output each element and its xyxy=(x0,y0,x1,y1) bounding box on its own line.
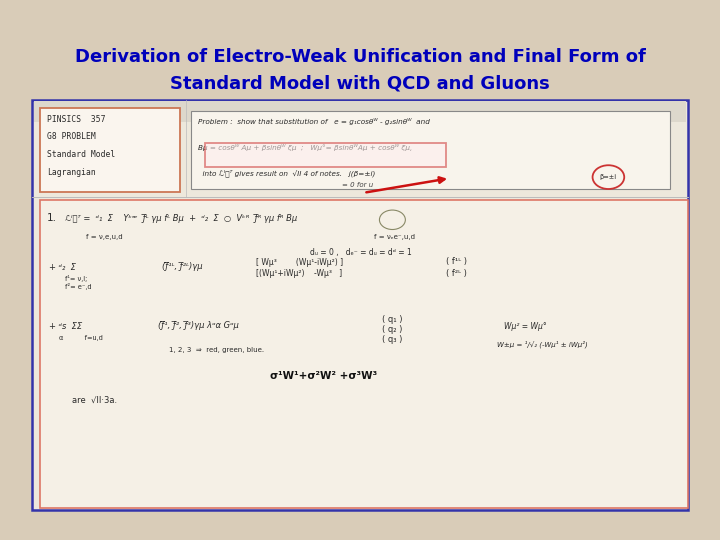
Text: [ Wμ³        (Wμ¹-iWμ²) ]: [ Wμ³ (Wμ¹-iWμ²) ] xyxy=(256,258,343,267)
Text: W±μ = ¹/√₂ (-Wμ¹ ± iWμ²): W±μ = ¹/√₂ (-Wμ¹ ± iWμ²) xyxy=(497,341,588,348)
Bar xyxy=(40,200,688,508)
Text: f = νₑe⁻,u,d: f = νₑe⁻,u,d xyxy=(374,234,415,240)
Text: [(Wμ¹+iWμ²)    -Wμ³   ]: [(Wμ¹+iWμ²) -Wμ³ ] xyxy=(256,269,342,279)
Bar xyxy=(205,143,446,167)
Bar xyxy=(34,101,686,122)
Text: ( f¹ᴸ ): ( f¹ᴸ ) xyxy=(446,256,467,266)
Text: σ¹W¹+σ²W² +σ³W³: σ¹W¹+σ²W² +σ³W³ xyxy=(270,371,377,381)
Text: α          f=u,d: α f=u,d xyxy=(59,335,103,341)
Text: ( q₂ ): ( q₂ ) xyxy=(382,325,402,334)
Text: = 0 for u: = 0 for u xyxy=(342,183,373,188)
Text: 1.: 1. xyxy=(47,213,57,224)
Bar xyxy=(40,108,180,192)
Text: 1, 2, 3  ⇒  red, green, blue.: 1, 2, 3 ⇒ red, green, blue. xyxy=(169,347,264,353)
Text: f²= e⁻,d: f²= e⁻,d xyxy=(65,283,91,290)
Text: ℒᴵⰿᵀ =  ᵈ₁  Σ    Yᵏᵆ  ƒ̅ᴸ γµ fᴸ Bμ  +  ᵈ₂  Σ  ○  Vᵏᴿ  ƒ̅ᴿ γµ fᴿ Bμ: ℒᴵⰿᵀ = ᵈ₁ Σ Yᵏᵆ ƒ̅ᴸ γµ fᴸ Bμ + ᵈ₂ Σ ○ Vᵏ… xyxy=(65,214,297,224)
Text: PINSICS  357: PINSICS 357 xyxy=(47,114,105,124)
Text: Bμ = cosθᵂ Aμ + βsinθᵂ ξμ  ;   Wμ°= βsinθᵂAμ + cosθᵂ ξμ,: Bμ = cosθᵂ Aμ + βsinθᵂ ξμ ; Wμ°= βsinθᵂA… xyxy=(198,144,413,151)
Text: dᵤ = 0 ,   dₑ⁻ = dᵤ = dᵈ = 1: dᵤ = 0 , dₑ⁻ = dᵤ = dᵈ = 1 xyxy=(310,248,411,257)
Text: Lagrangian: Lagrangian xyxy=(47,168,96,177)
Bar xyxy=(191,111,670,189)
Text: ( f²ᴸ ): ( f²ᴸ ) xyxy=(446,269,467,279)
Text: (ƒ̅¹, ƒ̅², ƒ̅³)γµ λᵅα Gᵅμ: (ƒ̅¹, ƒ̅², ƒ̅³)γµ λᵅα Gᵅμ xyxy=(158,321,239,330)
Text: β=±i: β=±i xyxy=(600,174,617,180)
Text: Problem :  show that substitution of   e = g₁cosθᵂ - g₂sinθᵂ  and: Problem : show that substitution of e = … xyxy=(198,118,430,125)
Text: f¹= ν,l;: f¹= ν,l; xyxy=(65,275,87,282)
Text: Standard Model with QCD and Gluons: Standard Model with QCD and Gluons xyxy=(170,75,550,93)
Bar xyxy=(32,100,688,510)
Text: Wμ² = Wμ°: Wμ² = Wμ° xyxy=(504,322,546,332)
Text: Standard Model: Standard Model xyxy=(47,150,115,159)
Text: into ℒᴵⰿᵀ gives result on  √II 4 of notes.   j(β=±i): into ℒᴵⰿᵀ gives result on √II 4 of notes… xyxy=(198,170,375,177)
Text: Derivation of Electro-Weak Unification and Final Form of: Derivation of Electro-Weak Unification a… xyxy=(75,48,645,66)
Text: (ƒ̅¹ᴸ, ƒ̅²ᴸ)γµ: (ƒ̅¹ᴸ, ƒ̅²ᴸ)γµ xyxy=(162,262,202,271)
Text: + ᵈs  ΣΣ: + ᵈs ΣΣ xyxy=(49,322,82,332)
Text: ( q₃ ): ( q₃ ) xyxy=(382,335,402,344)
Text: ( q₁ ): ( q₁ ) xyxy=(382,315,402,325)
Text: + ᵈ₂  Σ: + ᵈ₂ Σ xyxy=(49,263,76,272)
Text: are  √II·3a.: are √II·3a. xyxy=(72,395,117,404)
Text: f = ν,e,u,d: f = ν,e,u,d xyxy=(86,234,123,240)
Text: G8 PROBLEM: G8 PROBLEM xyxy=(47,132,96,141)
